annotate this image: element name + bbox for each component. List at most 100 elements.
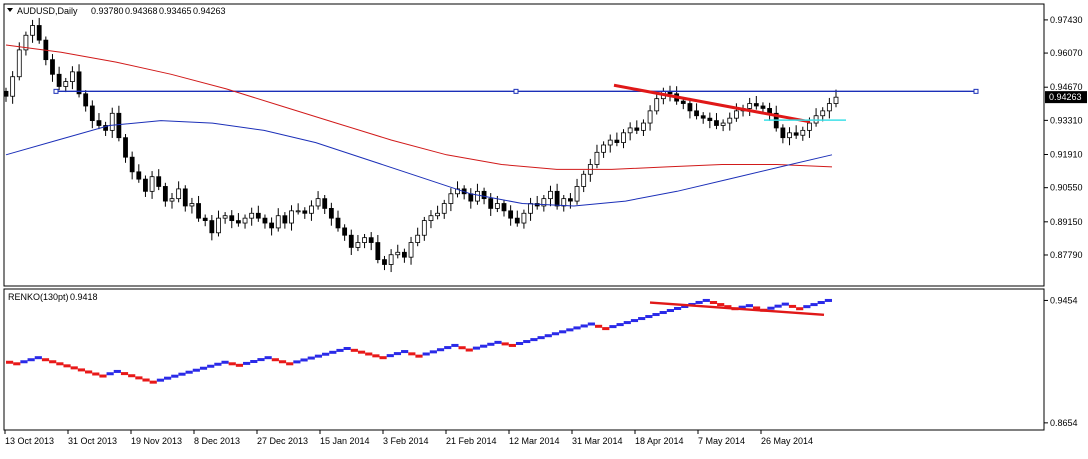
- x-tick-label: 27 Dec 2013: [257, 436, 308, 446]
- candle-body: [428, 215, 434, 221]
- renko-brick: [49, 360, 57, 364]
- candle-body: [747, 103, 753, 109]
- main-chart-frame: [3, 3, 1045, 287]
- y-tick-label: 0.96070: [1050, 48, 1083, 58]
- candle-body: [508, 210, 514, 219]
- candle: [255, 205, 261, 222]
- candle-body: [176, 188, 182, 200]
- candle-body: [568, 198, 573, 202]
- renko-brick: [408, 352, 416, 356]
- renko-brick: [185, 370, 193, 374]
- renko-brick: [537, 336, 545, 340]
- renko-brick: [594, 324, 603, 328]
- candle-body: [654, 98, 660, 112]
- candle-body: [581, 173, 587, 187]
- candle-body: [89, 105, 95, 122]
- candle: [508, 205, 514, 226]
- high-value: 0.94368: [125, 6, 158, 16]
- candle: [488, 193, 494, 216]
- candle-body: [50, 59, 55, 75]
- renko-brick: [235, 363, 244, 367]
- candle-body: [614, 139, 620, 143]
- candle: [574, 178, 580, 205]
- candle-body: [734, 110, 739, 119]
- candle-body: [136, 171, 142, 180]
- candle-body: [621, 132, 626, 143]
- renko-brick: [487, 342, 495, 346]
- triangle-down-icon[interactable]: [7, 8, 13, 12]
- candle: [222, 212, 228, 224]
- moving-average-red: [5, 44, 833, 170]
- current-price-label: 0.94263: [1049, 92, 1082, 102]
- candle-body: [475, 190, 480, 202]
- candle-body: [335, 217, 341, 229]
- candle-body: [328, 208, 334, 219]
- renko-brick: [379, 356, 387, 360]
- open-value: 0.93780: [91, 6, 124, 16]
- candle-body: [707, 117, 713, 122]
- renko-brick: [257, 358, 265, 362]
- candle-body: [3, 90, 9, 97]
- candle: [375, 234, 381, 264]
- renko-brick: [717, 303, 725, 307]
- candle-body: [408, 242, 414, 258]
- renko-brick: [357, 350, 366, 354]
- renko-brick: [192, 368, 200, 372]
- candle-body: [574, 186, 580, 202]
- candle-body: [641, 122, 646, 131]
- candle: [700, 112, 706, 124]
- candle: [435, 205, 441, 220]
- candle-body: [368, 237, 374, 243]
- x-tick-label: 8 Dec 2013: [194, 436, 240, 446]
- candle: [282, 212, 288, 229]
- renko-brick: [386, 354, 394, 358]
- candle-body: [481, 190, 487, 200]
- candle: [601, 141, 606, 158]
- candle-body: [202, 217, 208, 221]
- x-tick-label: 18 Apr 2014: [635, 436, 684, 446]
- renko-brick: [415, 354, 423, 358]
- candle: [641, 119, 646, 136]
- candle-body: [395, 251, 401, 256]
- renko-brick: [609, 325, 617, 329]
- candle-body: [156, 176, 162, 187]
- candle: [23, 31, 29, 56]
- candle-body: [209, 220, 215, 234]
- candle-body: [289, 210, 294, 224]
- candle: [368, 232, 374, 251]
- candle: [242, 214, 248, 229]
- candle-body: [169, 198, 175, 202]
- renko-brick: [774, 304, 782, 308]
- trendline-red: [613, 83, 811, 124]
- y-tick-label: 0.90550: [1050, 183, 1083, 193]
- candle: [395, 244, 401, 259]
- candle: [116, 105, 122, 142]
- renko-y-tick-label: 0.8654: [1050, 418, 1078, 428]
- renko-brick: [120, 372, 129, 376]
- level-line-handle: [53, 88, 59, 94]
- low-value: 0.93465: [159, 6, 192, 16]
- candle: [162, 182, 168, 207]
- renko-brick: [85, 370, 93, 374]
- candle-body: [647, 110, 653, 124]
- renko-brick: [515, 341, 524, 345]
- candle: [521, 209, 527, 229]
- renko-brick: [343, 346, 351, 350]
- candle-body: [634, 127, 640, 131]
- candle: [322, 194, 328, 215]
- candle: [156, 169, 162, 191]
- x-tick-label: 21 Feb 2014: [446, 436, 497, 446]
- candle-body: [255, 212, 261, 219]
- candle-body: [249, 212, 255, 219]
- renko-brick: [788, 304, 797, 308]
- candle: [216, 210, 221, 237]
- candle: [295, 203, 301, 215]
- renko-brick: [164, 376, 172, 380]
- candle: [123, 134, 128, 163]
- candle: [149, 171, 155, 199]
- candle-body: [554, 190, 560, 207]
- candle-body: [16, 49, 22, 78]
- indicator-value: 0.9418: [70, 292, 98, 302]
- renko-brick: [573, 326, 581, 330]
- candle: [753, 95, 759, 110]
